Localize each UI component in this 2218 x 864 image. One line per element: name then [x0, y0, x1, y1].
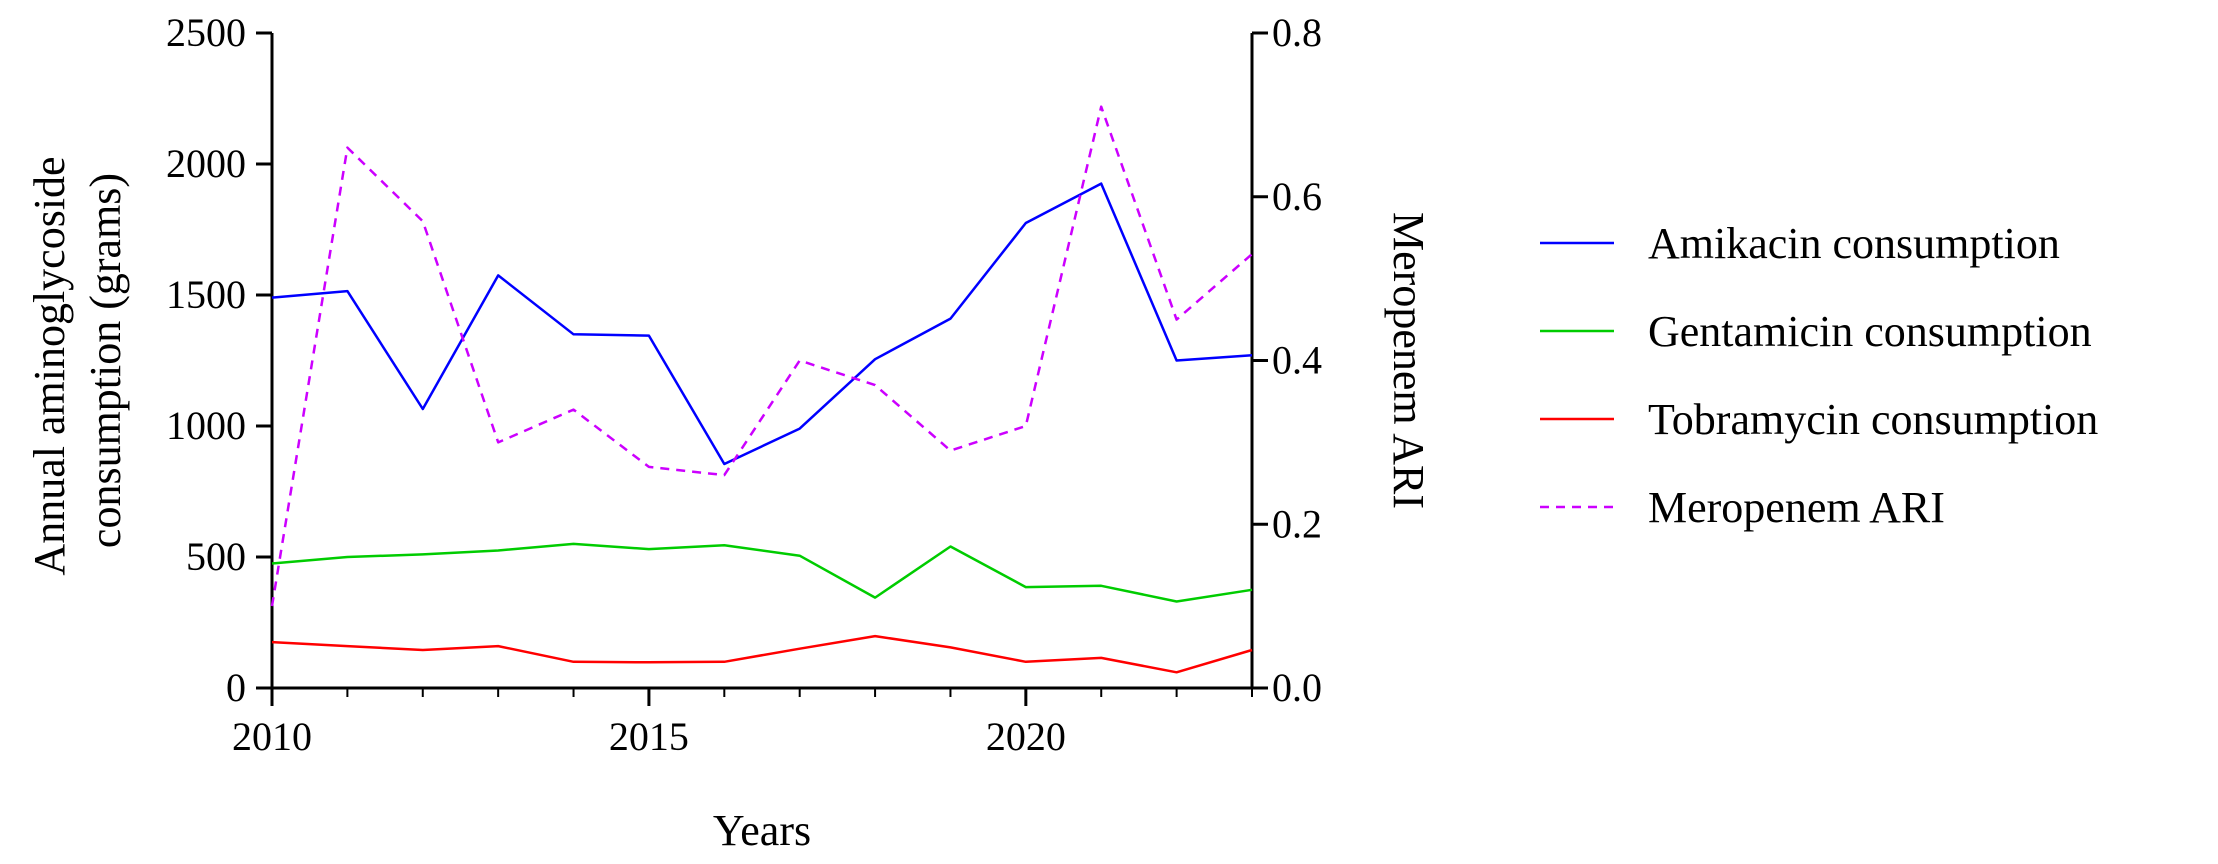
x-tick-label: 2010: [232, 714, 312, 759]
left-y-axis-title-line-1: Annual aminoglycoside: [25, 156, 74, 575]
left-y-axis-title: Annual aminoglycoside consumption (grams…: [25, 145, 130, 575]
left-y-tick-label: 2500: [166, 10, 246, 55]
chart-legend: Amikacin consumption Gentamicin consumpti…: [1540, 219, 2098, 532]
legend-label-meropenem-ari: Meropenem ARI: [1648, 483, 1945, 532]
right-y-tick-label: 0.2: [1272, 501, 1322, 546]
left-y-axis-title-line-2: consumption (grams): [81, 173, 130, 548]
x-tick-label: 2020: [986, 714, 1066, 759]
series-line-meropenem-ari: [270, 105, 1253, 607]
axis-titles: Years Annual aminoglycoside consumption …: [25, 145, 1433, 855]
right-y-tick-label: 0.8: [1272, 10, 1322, 55]
series-line-tobramycin-consumption: [271, 634, 1253, 674]
x-axis-title: Years: [713, 806, 811, 855]
left-y-tick-label: 2000: [166, 141, 246, 186]
left-y-tick-label: 500: [186, 534, 246, 579]
series-line-amikacin-consumption: [271, 182, 1253, 466]
series-line-gentamicin-consumption: [271, 542, 1253, 603]
right-y-tick-label: 0.6: [1272, 174, 1322, 219]
left-y-tick-label: 1500: [166, 272, 246, 317]
chart-axes: 0 500 1000 1500 2000 2500 0.0 0.2 0.4 0.6 0.8 2010 2…: [166, 10, 1322, 759]
left-y-tick-label: 0: [226, 665, 246, 710]
legend-label-gentamicin-consumption: Gentamicin consumption: [1648, 307, 2092, 356]
legend-label-tobramycin-consumption: Tobramycin consumption: [1648, 395, 2098, 444]
left-y-tick-label: 1000: [166, 403, 246, 448]
right-y-axis-title: Meropenem ARI: [1384, 212, 1433, 509]
right-y-tick-label: 0.4: [1272, 338, 1322, 383]
x-tick-label: 2015: [609, 714, 689, 759]
chart-series: [270, 105, 1253, 674]
right-y-tick-label: 0.0: [1272, 665, 1322, 710]
legend-label-amikacin-consumption: Amikacin consumption: [1648, 219, 2060, 268]
